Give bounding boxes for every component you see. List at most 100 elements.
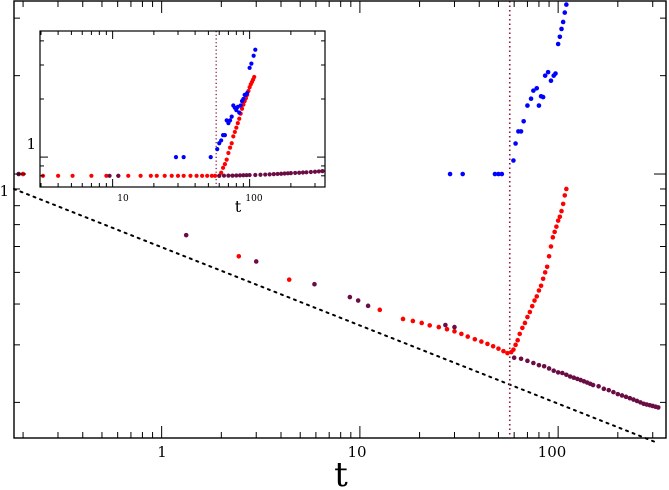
inset-point-red — [56, 173, 61, 178]
inset-point-purple — [293, 170, 298, 176]
main-point-blue — [496, 171, 501, 177]
inset-chart: 10 100 1 t — [26, 30, 326, 216]
inset-plot-frame — [39, 30, 326, 188]
inset-point-purple — [244, 173, 249, 178]
main-point-blue — [518, 129, 524, 134]
main-point-red — [550, 235, 556, 240]
main-point-blue — [525, 103, 530, 108]
main-point-red — [517, 331, 523, 337]
inset-point-purple — [116, 173, 121, 178]
main-point-blue — [521, 118, 526, 124]
inset-point-red — [181, 173, 186, 178]
main-point-red — [542, 270, 548, 275]
main-point-purple — [347, 294, 353, 300]
inset-ticks-layer — [40, 31, 325, 188]
main-points-layer — [16, 2, 661, 410]
main-point-purple — [596, 384, 601, 389]
inset-point-blue — [241, 96, 246, 102]
inset-point-purple — [312, 169, 318, 174]
inset-point-red — [154, 173, 159, 178]
inset-point-purple — [226, 173, 231, 178]
main-point-purple — [443, 322, 448, 328]
inset-point-red — [162, 173, 167, 178]
main-point-red — [490, 343, 496, 349]
inset-point-red — [138, 173, 143, 178]
main-point-red — [505, 350, 510, 356]
main-point-blue — [511, 158, 516, 163]
inset-point-blue — [245, 90, 250, 96]
main-point-red — [548, 244, 554, 249]
main-point-red — [525, 314, 530, 320]
main-point-red — [377, 307, 383, 313]
main-point-red — [485, 341, 490, 347]
main-point-purple — [590, 382, 596, 388]
main-point-red — [546, 253, 552, 259]
inset-point-purple — [267, 172, 272, 177]
inset-point-purple — [217, 173, 222, 178]
main-point-red — [534, 294, 540, 299]
main-point-purple — [601, 386, 607, 392]
inset-point-blue — [219, 138, 224, 143]
main-point-purple — [627, 395, 633, 401]
main-point-red — [410, 318, 416, 324]
inset-point-red — [224, 157, 229, 162]
inset-point-blue — [237, 110, 242, 115]
main-point-red — [529, 303, 535, 309]
main-point-blue — [531, 88, 536, 93]
inset-point-blue — [227, 118, 233, 123]
inset-point-red — [229, 141, 234, 146]
main-point-blue — [557, 34, 563, 40]
main-point-blue — [542, 73, 548, 78]
main-point-red — [544, 264, 550, 270]
inset-point-purple — [247, 172, 252, 178]
inset-point-purple — [285, 171, 290, 176]
inset-point-red — [148, 173, 153, 178]
inset-point-red — [252, 74, 257, 80]
main-point-red — [236, 253, 242, 259]
main-point-purple — [615, 391, 621, 397]
main-point-purple — [546, 366, 552, 371]
inset-point-purple — [275, 171, 280, 177]
main-point-red — [459, 331, 464, 337]
main-point-red — [552, 229, 557, 235]
main-point-purple — [183, 232, 189, 238]
main-point-red — [527, 309, 533, 315]
main-point-purple — [611, 389, 616, 395]
main-point-red — [564, 186, 569, 192]
main-point-blue — [540, 94, 546, 100]
main-point-purple — [571, 375, 577, 380]
main-point-purple — [619, 393, 625, 398]
main-ticks-layer — [14, 1, 666, 438]
inset-point-purple — [253, 172, 258, 178]
inset-point-purple — [282, 171, 287, 176]
main-point-purple — [452, 324, 457, 330]
inset-x-tick-label-100: 100 — [245, 194, 262, 204]
main-point-blue — [536, 103, 542, 108]
main-x-tick-label-100: 100 — [538, 443, 567, 461]
inset-point-red — [209, 173, 214, 178]
main-point-purple — [655, 405, 661, 410]
inset-point-purple — [288, 171, 293, 176]
main-point-purple — [551, 368, 557, 374]
main-point-blue — [513, 141, 518, 146]
main-point-purple — [355, 298, 361, 303]
main-point-blue — [545, 69, 551, 75]
main-point-red — [444, 326, 450, 332]
inset-point-purple — [279, 171, 284, 176]
main-point-red — [496, 346, 501, 351]
main-point-red — [452, 329, 457, 334]
inset-point-purple — [221, 173, 227, 178]
main-point-red — [555, 218, 561, 223]
main-point-purple — [631, 397, 636, 402]
main-point-blue — [562, 10, 568, 15]
main-point-blue — [553, 71, 558, 76]
inset-x-tick-label-10: 10 — [117, 194, 129, 204]
main-point-red — [520, 325, 525, 331]
inset-point-purple — [237, 173, 243, 178]
main-point-blue — [560, 19, 566, 25]
inset-point-red — [175, 173, 181, 178]
main-point-red — [427, 323, 433, 328]
inset-point-purple — [300, 170, 306, 175]
main-point-blue — [447, 171, 453, 177]
